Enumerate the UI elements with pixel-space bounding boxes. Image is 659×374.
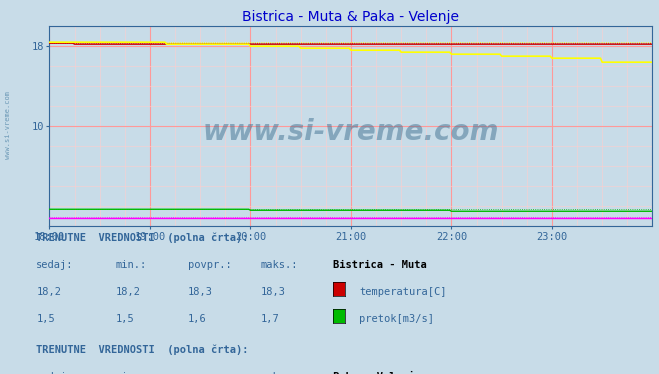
Text: sedaj:: sedaj: [36, 372, 74, 374]
Text: 1,6: 1,6 [188, 314, 206, 324]
Text: maks.:: maks.: [260, 372, 298, 374]
Text: temperatura[C]: temperatura[C] [359, 287, 447, 297]
Text: sedaj:: sedaj: [36, 260, 74, 270]
Text: 18,2: 18,2 [115, 287, 140, 297]
Text: 1,7: 1,7 [260, 314, 279, 324]
Text: 1,5: 1,5 [115, 314, 134, 324]
Text: min.:: min.: [115, 372, 146, 374]
Title: Bistrica - Muta & Paka - Velenje: Bistrica - Muta & Paka - Velenje [243, 10, 459, 24]
Text: TRENUTNE  VREDNOSTI  (polna črta):: TRENUTNE VREDNOSTI (polna črta): [36, 233, 248, 243]
Text: pretok[m3/s]: pretok[m3/s] [359, 314, 434, 324]
Text: 1,5: 1,5 [36, 314, 55, 324]
Text: TRENUTNE  VREDNOSTI  (polna črta):: TRENUTNE VREDNOSTI (polna črta): [36, 344, 248, 355]
Text: 18,2: 18,2 [36, 287, 61, 297]
Text: Paka - Velenje: Paka - Velenje [333, 371, 420, 374]
Text: 18,3: 18,3 [188, 287, 213, 297]
Text: maks.:: maks.: [260, 260, 298, 270]
Text: 18,3: 18,3 [260, 287, 285, 297]
Text: povpr.:: povpr.: [188, 260, 231, 270]
Text: www.si-vreme.com: www.si-vreme.com [203, 118, 499, 146]
Text: povpr.:: povpr.: [188, 372, 231, 374]
Text: min.:: min.: [115, 260, 146, 270]
Text: Bistrica - Muta: Bistrica - Muta [333, 260, 426, 270]
Text: www.si-vreme.com: www.si-vreme.com [5, 91, 11, 159]
